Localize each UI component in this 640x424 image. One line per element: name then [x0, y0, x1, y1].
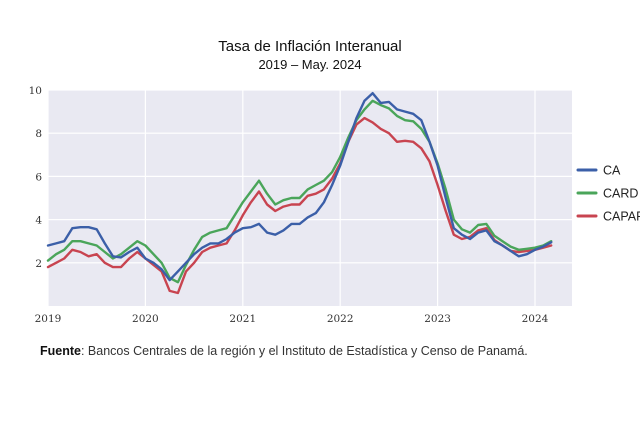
series-lines — [46, 91, 553, 295]
chart-title: Tasa de Inflación Interanual — [218, 38, 402, 55]
inflation-line-chart: 2 4 6 8 10 2019 2020 2021 2022 2023 2024 CA CARD CAP… — [29, 85, 640, 325]
x-tick-label: 2021 — [229, 313, 256, 325]
x-tick-label: 2020 — [132, 313, 159, 325]
grid-lines — [47, 89, 572, 306]
legend: CA CARD CAPAP — [576, 164, 640, 224]
y-tick-label: 6 — [35, 171, 42, 183]
y-tick-label: 10 — [29, 85, 42, 97]
source-note: Fuente: Bancos Centrales de la región y … — [40, 344, 528, 358]
source-label: Fuente — [40, 344, 81, 358]
axis-ticks: 2 4 6 8 10 2019 2020 2021 2022 2023 2024 — [29, 85, 549, 325]
y-tick-label: 4 — [35, 215, 42, 227]
legend-label-ca: CA — [603, 164, 621, 178]
y-tick-label: 8 — [35, 128, 42, 140]
x-tick-label: 2023 — [424, 313, 451, 325]
series-line-ca — [46, 91, 553, 282]
y-tick-label: 2 — [35, 258, 42, 270]
chart-subtitle: 2019 – May. 2024 — [258, 57, 362, 72]
source-text: : Bancos Centrales de la región y el Ins… — [80, 344, 528, 358]
x-tick-label: 2022 — [327, 313, 354, 325]
plot-area — [48, 90, 572, 306]
x-tick-label: 2019 — [35, 313, 62, 325]
legend-label-capap: CAPAP — [603, 210, 640, 224]
series-line-card — [46, 99, 553, 284]
x-tick-label: 2024 — [522, 313, 549, 325]
legend-label-card: CARD — [603, 187, 638, 201]
